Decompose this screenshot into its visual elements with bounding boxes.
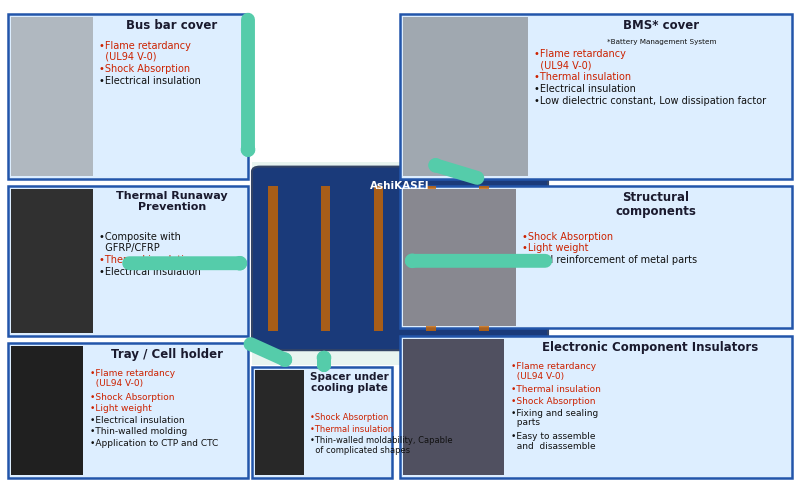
Text: •Shock Absorption: •Shock Absorption bbox=[310, 413, 388, 422]
Text: •Flame retardancy
  (UL94 V-0): •Flame retardancy (UL94 V-0) bbox=[90, 369, 174, 388]
Text: •Shock Absorption: •Shock Absorption bbox=[522, 232, 614, 242]
Text: •Electrical insulation: •Electrical insulation bbox=[90, 416, 184, 425]
Text: •Thermal insulation: •Thermal insulation bbox=[99, 255, 196, 265]
Text: •Shock Absorption: •Shock Absorption bbox=[510, 397, 595, 406]
FancyBboxPatch shape bbox=[400, 14, 792, 179]
Text: •Light weight: •Light weight bbox=[90, 404, 151, 413]
Text: Structural
components: Structural components bbox=[615, 191, 696, 218]
Bar bbox=[374, 186, 383, 331]
Bar bbox=[479, 186, 489, 331]
Text: •Fixing and sealing
  parts: •Fixing and sealing parts bbox=[510, 409, 598, 427]
Text: •Flame retardancy
  (UL94 V-0): •Flame retardancy (UL94 V-0) bbox=[534, 49, 626, 70]
Bar bbox=[321, 186, 330, 331]
FancyBboxPatch shape bbox=[400, 336, 792, 478]
Bar bbox=[11, 189, 93, 333]
Text: Thermal Runaway
Prevention: Thermal Runaway Prevention bbox=[116, 191, 228, 212]
Bar bbox=[403, 189, 516, 326]
Bar bbox=[426, 186, 436, 331]
FancyBboxPatch shape bbox=[8, 343, 248, 478]
Text: •Shock Absorption: •Shock Absorption bbox=[99, 64, 190, 74]
Bar bbox=[11, 17, 93, 176]
Bar bbox=[403, 339, 504, 475]
Text: •Thermal insulation: •Thermal insulation bbox=[534, 72, 631, 83]
Text: Bus bar cover: Bus bar cover bbox=[126, 19, 218, 32]
Text: •Flame retardancy
  (UL94 V-0): •Flame retardancy (UL94 V-0) bbox=[510, 362, 596, 381]
Text: •Shock Absorption: •Shock Absorption bbox=[90, 393, 174, 402]
FancyBboxPatch shape bbox=[400, 186, 792, 328]
Text: •Local reinforcement of metal parts: •Local reinforcement of metal parts bbox=[522, 255, 698, 265]
Bar bbox=[11, 346, 83, 475]
Text: •Light weight: •Light weight bbox=[522, 243, 589, 254]
Text: •Electrical insulation: •Electrical insulation bbox=[99, 267, 201, 277]
Text: Spacer under
cooling plate: Spacer under cooling plate bbox=[310, 372, 389, 393]
Bar bbox=[255, 370, 304, 475]
Text: •Thermal insulation: •Thermal insulation bbox=[310, 425, 394, 434]
Text: AshiKASEI: AshiKASEI bbox=[370, 181, 430, 191]
Text: BMS* cover: BMS* cover bbox=[623, 19, 699, 32]
Text: •Easy to assemble
  and  disassemble: •Easy to assemble and disassemble bbox=[510, 432, 595, 451]
Text: •Low dielectric constant, Low dissipation factor: •Low dielectric constant, Low dissipatio… bbox=[534, 96, 766, 106]
Text: •Thin-walled molding: •Thin-walled molding bbox=[90, 427, 187, 437]
FancyBboxPatch shape bbox=[8, 14, 248, 179]
Text: •Application to CTP and CTC: •Application to CTP and CTC bbox=[90, 439, 218, 448]
Text: Electronic Component Insulators: Electronic Component Insulators bbox=[542, 341, 758, 354]
Text: *Battery Management System: *Battery Management System bbox=[606, 39, 716, 44]
FancyBboxPatch shape bbox=[252, 167, 548, 350]
Text: •Thin-walled moldability, Capable
  of complicated shapes: •Thin-walled moldability, Capable of com… bbox=[310, 436, 453, 455]
Text: •Thermal insulation: •Thermal insulation bbox=[510, 385, 601, 395]
Text: •Electrical insulation: •Electrical insulation bbox=[534, 84, 636, 94]
Text: •Composite with
  GFRP/CFRP: •Composite with GFRP/CFRP bbox=[99, 232, 181, 253]
Bar bbox=[268, 186, 278, 331]
Bar bbox=[252, 162, 548, 365]
Text: Tray / Cell holder: Tray / Cell holder bbox=[111, 348, 223, 361]
Text: •Electrical insulation: •Electrical insulation bbox=[99, 76, 201, 86]
FancyBboxPatch shape bbox=[8, 186, 248, 336]
Text: •Flame retardancy
  (UL94 V-0): •Flame retardancy (UL94 V-0) bbox=[99, 41, 191, 62]
Bar bbox=[403, 17, 528, 176]
FancyBboxPatch shape bbox=[252, 367, 392, 478]
